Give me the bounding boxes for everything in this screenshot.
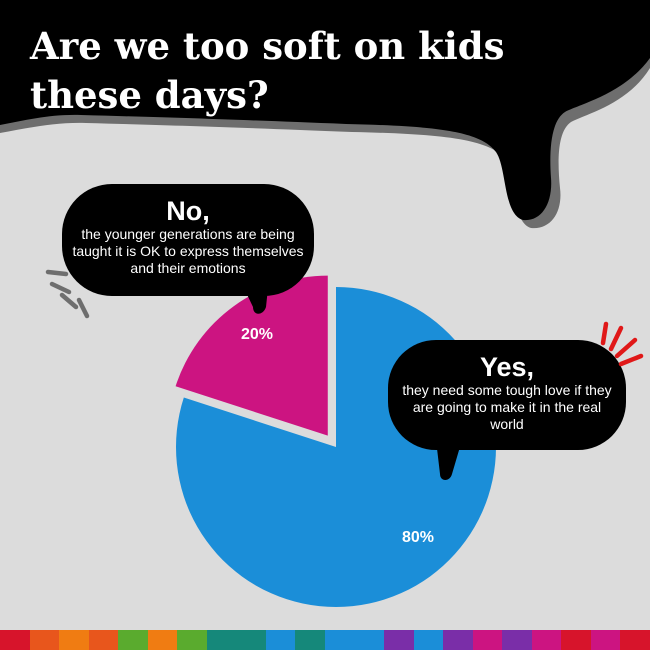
no-body: the younger generations are being taught… (72, 226, 304, 276)
header-bubble (0, 0, 650, 221)
strip-segment (177, 630, 207, 650)
yes-bubble-text: Yes, they need some tough love if they a… (398, 352, 616, 433)
strip-segment (325, 630, 355, 650)
yes-body: they need some tough love if they are go… (402, 382, 612, 432)
pie-slice-no (175, 275, 328, 436)
strip-segment (118, 630, 148, 650)
yes-heading: Yes, (479, 352, 535, 382)
strip-segment (206, 630, 237, 650)
strip-segment (236, 630, 266, 650)
strip-segment (0, 630, 30, 650)
no-heading: No, (166, 196, 210, 226)
strip-segment (620, 630, 650, 650)
red-emphasis-dashes-icon (600, 321, 644, 367)
grey-emphasis-dashes-icon (45, 269, 90, 319)
no-bubble (62, 184, 314, 296)
strip-segment (443, 630, 473, 650)
pie-label-no: 20% (240, 326, 274, 343)
yes-bubble (388, 340, 626, 450)
pie-label-yes: 80% (401, 529, 435, 546)
strip-segment (29, 630, 60, 650)
no-bubble-text: No, the younger generations are being ta… (72, 196, 304, 277)
strip-segment (59, 630, 89, 650)
strip-segment (502, 630, 532, 650)
footer-color-strip (0, 630, 650, 650)
strip-segment (472, 630, 503, 650)
strip-segment (561, 630, 591, 650)
page-title: Are we too soft on kids these days? (30, 24, 505, 117)
strip-segment (354, 630, 385, 650)
strip-segment (265, 630, 296, 650)
strip-segment (590, 630, 621, 650)
strip-segment (384, 630, 414, 650)
strip-segment (413, 630, 444, 650)
strip-segment (295, 630, 326, 650)
strip-segment (88, 630, 119, 650)
strip-segment (147, 630, 178, 650)
strip-segment (531, 630, 562, 650)
